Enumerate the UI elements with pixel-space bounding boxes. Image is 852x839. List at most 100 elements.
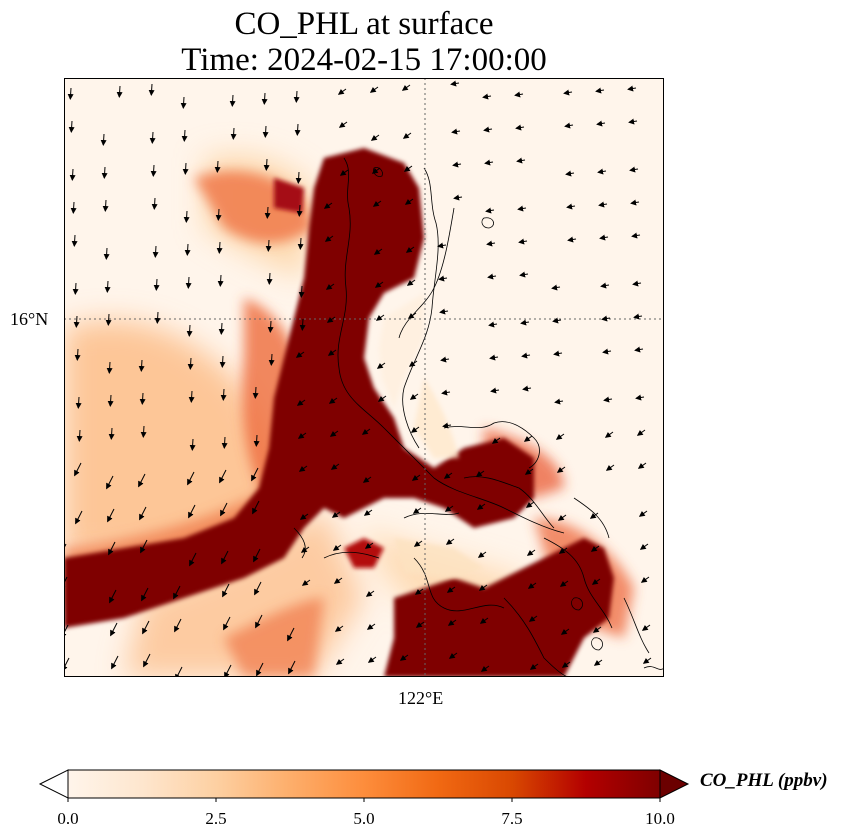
wind-arrow <box>411 474 421 481</box>
wind-arrow <box>64 657 70 672</box>
wind-arrow <box>223 616 231 631</box>
wind-arrow <box>642 657 652 664</box>
wind-arrow <box>402 132 412 139</box>
wind-arrow <box>439 308 449 315</box>
wind-arrow <box>71 234 78 247</box>
colorbar-tick-label: 5.0 <box>353 809 375 828</box>
wind-arrow <box>268 353 275 366</box>
wind-arrow <box>141 587 149 602</box>
wind-arrow <box>558 547 568 554</box>
wind-arrow <box>490 387 500 394</box>
wind-arrow <box>75 510 83 525</box>
wind-arrow <box>563 89 573 96</box>
wind-arrow <box>598 201 608 208</box>
wind-arrow <box>215 208 222 221</box>
wind-arrow <box>173 585 181 600</box>
wind-arrow <box>559 580 569 587</box>
wind-arrow <box>221 436 228 449</box>
wind-arrow <box>328 397 338 404</box>
wind-arrow <box>447 619 457 626</box>
wind-arrow <box>522 385 532 392</box>
wind-arrow <box>369 86 379 93</box>
wind-arrow <box>107 394 114 407</box>
wind-arrow <box>637 462 647 469</box>
wind-arrow <box>252 500 260 515</box>
wind-arrow <box>76 429 83 442</box>
wind-arrow <box>633 313 643 320</box>
coastline <box>293 157 664 677</box>
wind-arrow <box>377 395 387 402</box>
wind-arrow <box>555 433 565 440</box>
wind-arrow <box>480 665 490 672</box>
graticule <box>64 78 664 677</box>
wind-arrow <box>407 312 417 319</box>
wind-arrow <box>175 666 183 677</box>
wind-arrow <box>556 466 566 473</box>
wind-arrow <box>337 88 347 95</box>
wind-arrow <box>152 245 159 258</box>
wind-arrow <box>596 120 606 127</box>
wind-arrow <box>414 588 424 595</box>
wind-arrow <box>412 507 422 514</box>
wind-arrow <box>263 158 270 171</box>
colorbar-tick-label: 7.5 <box>501 809 523 828</box>
wind-arrow <box>296 204 303 217</box>
colorbar-tick-label: 10.0 <box>645 809 675 828</box>
wind-arrow <box>75 396 82 409</box>
wind-arrow <box>217 274 224 287</box>
wind-arrow <box>295 351 305 358</box>
wind-arrow <box>567 236 577 243</box>
wind-arrow <box>486 240 496 247</box>
map-panel <box>64 78 664 677</box>
wind-arrow <box>374 281 384 288</box>
wind-arrow <box>362 476 372 483</box>
wind-arrow <box>552 317 562 324</box>
wind-arrow <box>443 472 453 479</box>
wind-arrow <box>218 322 225 335</box>
wind-arrow <box>593 659 603 666</box>
colorbar-max-extend <box>659 769 690 799</box>
wind-arrow <box>74 348 81 361</box>
wind-arrow <box>491 437 501 444</box>
wind-arrow <box>629 166 639 173</box>
concentration-high-field <box>64 148 614 677</box>
wind-arrow <box>327 349 337 356</box>
wind-arrow <box>634 346 644 353</box>
wind-arrow <box>364 542 374 549</box>
wind-arrow <box>370 134 380 141</box>
wind-arrow <box>267 320 274 333</box>
wind-arrow <box>109 589 117 604</box>
colorbar-bar <box>67 769 661 799</box>
wind-arrow <box>517 205 527 212</box>
wind-arrow <box>410 426 420 433</box>
wind-arrow <box>591 578 601 585</box>
wind-arrow <box>329 430 339 437</box>
wind-arrow <box>521 352 531 359</box>
wind-arrow <box>266 272 273 285</box>
wind-arrow <box>102 199 109 212</box>
wind-arrow <box>294 123 301 136</box>
wind-arrow <box>139 506 147 521</box>
wind-arrow <box>106 475 114 490</box>
wind-arrow <box>487 273 497 280</box>
wind-arrow <box>635 394 645 401</box>
wind-arrow <box>438 275 448 282</box>
colorbar-tick-label: 0.0 <box>57 809 79 828</box>
wind-arrow <box>448 652 458 659</box>
wind-arrow <box>413 540 423 547</box>
wind-arrow <box>453 194 463 201</box>
wind-arrow <box>219 469 227 484</box>
wind-arrow <box>187 357 194 370</box>
wind-arrow <box>338 121 348 128</box>
wind-arrow <box>526 549 536 556</box>
wind-arrow <box>299 318 306 331</box>
wind-arrow <box>605 464 615 471</box>
wind-arrow <box>138 359 145 372</box>
wind-arrow <box>437 242 447 249</box>
wind-arrow <box>333 577 343 584</box>
wind-arrow <box>189 438 196 451</box>
wind-arrow <box>595 87 605 94</box>
wind-arrow <box>519 271 529 278</box>
wind-arrow <box>478 584 488 591</box>
wind-arrow <box>631 232 641 239</box>
